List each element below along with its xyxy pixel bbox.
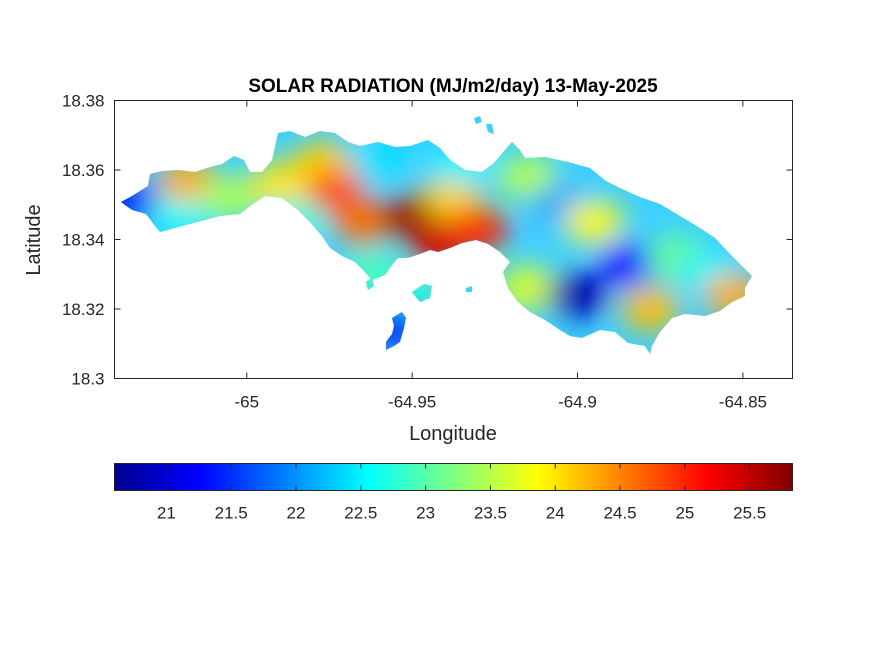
x-tick-label-0: -65: [235, 393, 260, 412]
x-tick-label-1: -64.95: [388, 393, 436, 412]
colorbar-tick-label-4: 23: [416, 504, 435, 523]
heatmap-sample-9: [349, 141, 410, 186]
y-tick-label-2: 18.34: [62, 231, 105, 250]
y-tick-label-0: 18.3: [71, 370, 104, 389]
heatmap-sample-20: [597, 241, 658, 286]
colorbar-tick-label-0: 21: [157, 504, 176, 523]
colorbar-tick-label-7: 24.5: [604, 504, 637, 523]
colorbar-ticks: 21 21.5 22 22.5 23 23.5 24 24.5 25 25.5: [157, 463, 766, 523]
heatmap-sample-19: [564, 200, 625, 245]
heatmap-sample-4: [249, 161, 310, 206]
colorbar-tick-label-9: 25.5: [733, 504, 766, 523]
x-axis-ticks: -65 -64.95 -64.9 -64.85: [235, 100, 767, 412]
chart-title: SOLAR RADIATION (MJ/m2/day) 13-May-2025: [248, 76, 658, 97]
colorbar: [114, 463, 793, 491]
y-tick-label-4: 18.38: [62, 92, 105, 111]
heatmap-sample-3: [200, 175, 261, 220]
x-tick-label-2: -64.9: [558, 393, 597, 412]
colorbar-tick-label-3: 22.5: [344, 504, 377, 523]
colorbar-tick-label-5: 23.5: [474, 504, 507, 523]
colorbar-tick-label-8: 25: [675, 504, 694, 523]
y-axis-ticks: 18.3 18.32 18.34 18.36 18.38: [62, 92, 793, 389]
y-tick-label-3: 18.36: [62, 161, 105, 180]
heatmap-sample-21: [620, 287, 681, 331]
colorbar-tick-label-1: 21.5: [215, 504, 248, 523]
x-axis-label: Longitude: [409, 423, 497, 445]
y-tick-label-1: 18.32: [62, 300, 105, 319]
y-axis-label: Latitude: [23, 204, 45, 275]
heatmap-sample-14: [448, 207, 509, 252]
x-tick-label-3: -64.85: [719, 393, 767, 412]
colorbar-tick-label-6: 24: [546, 504, 565, 523]
colorbar-tick-label-2: 22: [287, 504, 306, 523]
heatmap-sample-8: [332, 200, 393, 245]
heatmap-sample-0: [121, 179, 162, 224]
heatmap-sample-18: [547, 273, 608, 318]
